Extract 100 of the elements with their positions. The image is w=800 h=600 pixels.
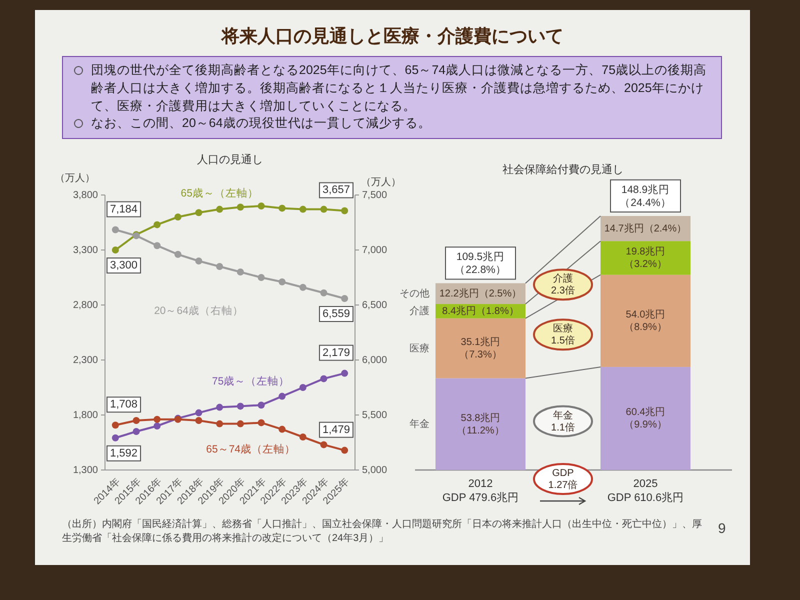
point xyxy=(299,434,306,440)
point xyxy=(320,441,328,448)
point xyxy=(299,284,306,291)
y2-tick-label: 5,500 xyxy=(362,410,388,420)
x-tick-label: 2012 GDP 479.6兆円 xyxy=(442,478,519,504)
point xyxy=(112,226,119,234)
point xyxy=(216,404,224,411)
point xyxy=(154,416,161,423)
data-label: 53.8兆円（11.2%） xyxy=(456,411,504,436)
point xyxy=(195,209,202,216)
point xyxy=(299,384,306,391)
y2-tick-label: 5,000 xyxy=(362,464,388,476)
point xyxy=(195,409,202,416)
annotation: 年金 1.1倍 xyxy=(551,408,575,433)
point xyxy=(278,204,286,212)
total-label: 148.9兆円（24.4%） xyxy=(620,182,672,209)
point xyxy=(258,402,265,409)
data-label: 35.1兆円（7.3%） xyxy=(459,336,502,360)
series-label: 75歳～（左軸） xyxy=(212,374,290,388)
text: 9 xyxy=(718,520,726,536)
series-label: 年金 xyxy=(410,418,430,430)
series-label: 65～74歳（左軸） xyxy=(206,442,296,456)
y-tick-label: 3,300 xyxy=(72,244,98,256)
series-label: 介護 xyxy=(410,304,430,317)
bar xyxy=(600,241,690,275)
chart-title: 人口の見通し xyxy=(197,153,263,166)
annotation: 介護 2.3倍 xyxy=(551,272,575,296)
point xyxy=(236,204,244,211)
bar xyxy=(436,378,526,470)
point xyxy=(299,206,306,213)
point xyxy=(236,420,244,428)
point xyxy=(320,375,328,382)
point xyxy=(320,289,328,296)
point xyxy=(341,446,348,454)
point xyxy=(258,202,265,210)
point xyxy=(112,434,119,442)
data-label: 8.4兆円（1.8%） xyxy=(442,304,519,317)
x-tick-label: 2025 GDP 610.6兆円 xyxy=(607,478,684,504)
bar xyxy=(436,318,526,378)
data-label: 1,592 xyxy=(110,447,138,460)
data-label: 3,657 xyxy=(322,184,350,196)
point xyxy=(278,426,286,433)
point xyxy=(236,268,244,276)
y2-tick-label: 6,500 xyxy=(362,300,388,310)
point xyxy=(132,428,140,435)
point xyxy=(174,214,182,220)
bar xyxy=(600,366,690,470)
data-label: 7,184 xyxy=(110,203,138,216)
series-label: 65歳～（左軸） xyxy=(180,186,258,200)
y-tick-label: 2,300 xyxy=(72,354,98,366)
bar xyxy=(600,274,690,367)
chart-title: 社会保障給付費の見通し xyxy=(502,163,624,176)
y-tick-label: 1,300 xyxy=(72,464,98,476)
y2-tick-label: 7,000 xyxy=(362,244,388,256)
data-label: 14.7兆円（2.4%） xyxy=(604,222,687,234)
text: 団塊の世代が全て後期高齢者となる2025年に向けて、65～74歳人口は微減となる一方、75歳以上の後期高齢者人口は大きく増加する。後期高齢者になると１人当たり医療・介護費は急増するため、2025年にかけて、医療・介護費用は大きく増加していくことになる。 xyxy=(91,63,707,112)
point xyxy=(112,422,119,429)
series-label: その他 xyxy=(400,287,430,300)
total-label: 109.5兆円（22.8%） xyxy=(454,250,506,276)
point xyxy=(174,250,182,258)
y-tick-label: 3,800 xyxy=(72,190,98,200)
text: なお、この間、20～64歳の現役世代は一貫して減少する。 xyxy=(91,116,431,130)
data-label: 54.0兆円（8.9%） xyxy=(624,308,667,333)
point xyxy=(278,392,286,400)
bar xyxy=(600,216,690,242)
point xyxy=(216,206,224,213)
y2-axis-title: （万人） xyxy=(361,176,401,188)
data-label: 1,708 xyxy=(110,398,138,411)
text: 20～64歳（右軸） xyxy=(154,304,244,317)
point xyxy=(258,274,265,281)
point xyxy=(195,258,202,264)
y-tick-label: 2,800 xyxy=(72,300,98,310)
text: 将来人口の見通しと医療・介護費について xyxy=(220,25,564,48)
point xyxy=(341,295,348,302)
point xyxy=(341,207,348,214)
point xyxy=(154,422,161,430)
data-label: 3,300 xyxy=(110,260,138,272)
point xyxy=(154,221,161,228)
point xyxy=(132,417,140,424)
data-label: 1,479 xyxy=(322,424,350,436)
data-label: 12.2兆円（2.5%） xyxy=(439,287,522,300)
y-tick-label: 1,800 xyxy=(72,410,98,420)
y2-tick-label: 7,500 xyxy=(362,190,388,200)
data-label: 19.8兆円（3.2%） xyxy=(624,245,667,270)
point xyxy=(195,417,202,424)
point xyxy=(258,419,265,426)
point xyxy=(216,263,224,270)
data-label: 60.4兆円（9.9%） xyxy=(624,406,667,430)
point xyxy=(216,420,224,428)
data-label: 6,559 xyxy=(322,308,350,320)
y-axis-title: （万人） xyxy=(55,172,95,184)
point xyxy=(341,370,348,377)
point xyxy=(112,246,119,254)
y2-tick-label: 6,000 xyxy=(362,354,388,366)
point xyxy=(320,206,328,213)
annotation: 医療 1.5倍 xyxy=(551,322,575,346)
point xyxy=(154,242,161,250)
series-label: 医療 xyxy=(410,342,430,354)
data-label: 2,179 xyxy=(322,346,350,359)
text: （出所）内閣府「国民経済計算」、総務省「人口推計」、国立社会保障・人口問題研究所「日本の将来推計人口（出生中位・死亡中位）」、厚生労働省「社会保障に係る費用の将来推計の改定について（24年3月）」 xyxy=(62,518,702,545)
